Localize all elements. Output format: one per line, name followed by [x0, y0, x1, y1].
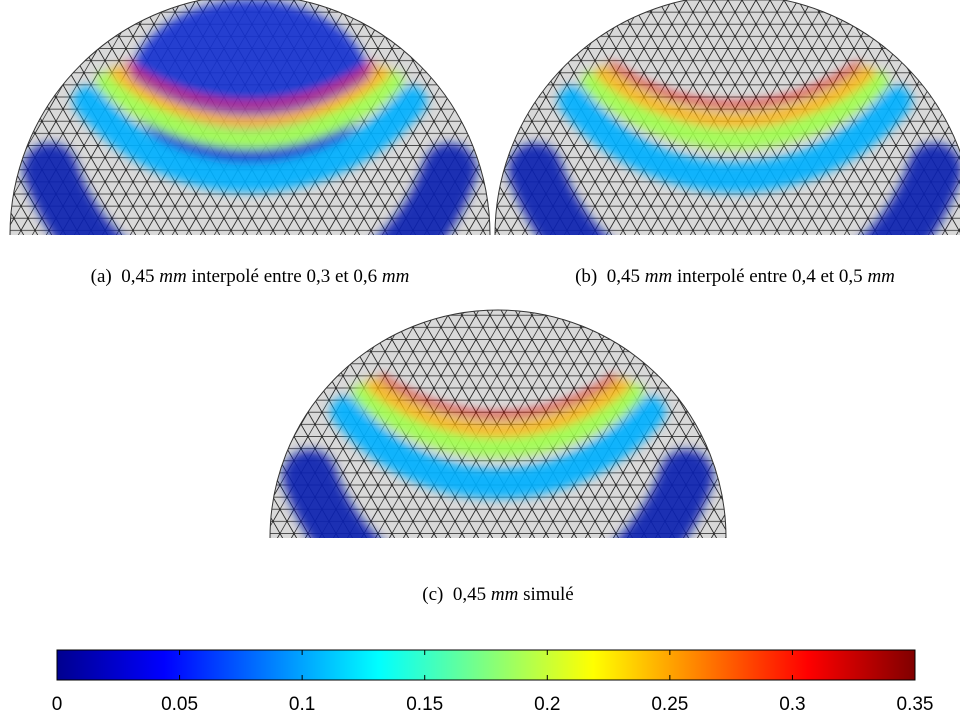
caption-part: 0,45 [121, 266, 159, 287]
tick-label: 0.15 [406, 694, 443, 715]
caption: (b) 0,45 mm interpolé entre 0,4 et 0,5 m… [575, 266, 895, 287]
mesh-content [495, 0, 960, 235]
caption-part: mm [382, 266, 409, 287]
caption-part: 0,45 [607, 266, 645, 287]
caption-part: mm [867, 266, 894, 287]
caption-gap [112, 266, 122, 287]
mesh-plot [494, 0, 960, 236]
caption: (c) 0,45 mm simulé [422, 584, 573, 605]
caption-part: interpolé entre 0,4 et 0,5 [672, 266, 867, 287]
tick-label: 0 [52, 694, 63, 715]
heat-band [608, 62, 862, 109]
heat-band [110, 67, 390, 128]
heat-band [73, 86, 427, 193]
heat-band [352, 383, 644, 458]
heat-band [123, 62, 377, 109]
heat-band [378, 374, 618, 419]
caption-part: mm [491, 584, 518, 605]
tick-label: 0.3 [779, 694, 805, 715]
mesh-plot [269, 309, 727, 539]
heat-band [558, 86, 912, 193]
caption-label: (a) [91, 266, 112, 287]
tick-label: 0.05 [161, 694, 198, 715]
tick-label: 0.25 [651, 694, 688, 715]
heat-field [23, 0, 477, 235]
caption-label: (c) [422, 584, 443, 605]
mesh-content [270, 310, 726, 538]
outline [9, 0, 491, 236]
caption: (a) 0,45 mm interpolé entre 0,3 et 0,6 m… [91, 266, 410, 287]
caption-part: interpolé entre 0,3 et 0,6 [187, 266, 382, 287]
caption-label: (b) [575, 266, 597, 287]
caption-gap [597, 266, 607, 287]
tick-label: 0.1 [289, 694, 315, 715]
tick-label: 0.35 [897, 694, 934, 715]
heat-band [365, 379, 631, 437]
colorbar [56, 649, 916, 681]
caption-part: mm [645, 266, 672, 287]
heat-band [595, 67, 875, 128]
outline [494, 0, 960, 236]
heat-band [330, 396, 666, 499]
caption-gap [443, 584, 453, 605]
heat-field [282, 374, 714, 538]
tick-label: 0.2 [534, 694, 560, 715]
heat-field [508, 62, 960, 235]
heat-band [96, 71, 404, 149]
caption-part: 0,45 [453, 584, 491, 605]
heat-band [581, 71, 889, 149]
outline [269, 309, 727, 539]
caption-part: simulé [518, 584, 573, 605]
caption-part: mm [159, 266, 186, 287]
